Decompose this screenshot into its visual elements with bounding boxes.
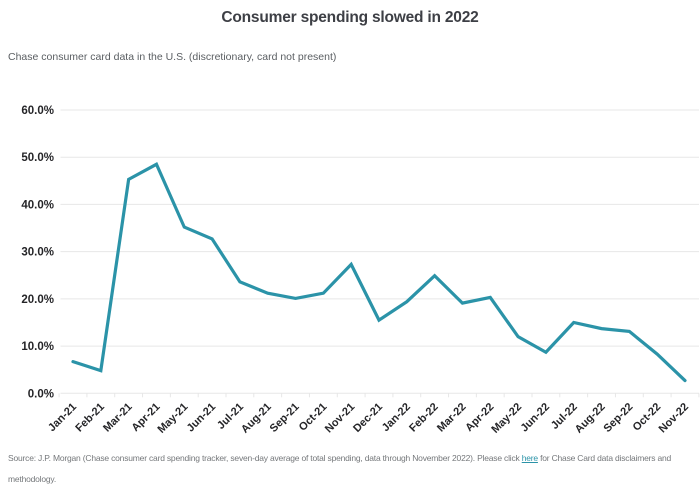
source-note: Source: J.P. Morgan (Chase consumer card… xyxy=(8,448,688,490)
x-axis-tick-label: Dec-21 xyxy=(351,401,385,435)
x-axis-tick-label: Jun-21 xyxy=(185,401,219,435)
disclaimer-link[interactable]: here xyxy=(521,453,538,463)
y-axis-tick-label: 50.0% xyxy=(21,152,54,164)
y-axis-tick-label: 30.0% xyxy=(21,247,54,259)
x-axis-tick-label: Jan-21 xyxy=(46,401,79,434)
line-chart-canvas: 0.0% 10.0% 20.0% 30.0% 40.0% 50.0% 60.0% Jan-21… xyxy=(21,105,700,436)
x-axis-tick-label: Sep-22 xyxy=(601,401,635,435)
y-axis-tick-label: 0.0% xyxy=(28,388,54,400)
page-title: Consumer spending slowed in 2022 xyxy=(221,9,479,26)
source-text-before-link: Source: J.P. Morgan (Chase consumer card… xyxy=(8,453,522,463)
x-axis-tick-label: Mar-21 xyxy=(101,401,135,435)
y-axis-tick-label: 20.0% xyxy=(21,294,54,306)
chart-subtitle: Chase consumer card data in the U.S. (di… xyxy=(8,51,337,63)
x-axis-tick-label: Nov-21 xyxy=(323,401,357,435)
source-text-after-link: for Chase Card data disclaimers and meth… xyxy=(8,453,672,484)
x-axis-tick-label: Feb-21 xyxy=(73,401,107,435)
x-axis-tick-label: May-21 xyxy=(156,401,191,436)
x-axis-tick-label: Sep-21 xyxy=(268,401,302,435)
x-axis-tick-label: Nov-22 xyxy=(657,401,691,435)
x-axis-tick-label: May-22 xyxy=(489,401,524,436)
y-axis-tick-label: 60.0% xyxy=(21,105,54,117)
line-chart: 0.0% 10.0% 20.0% 30.0% 40.0% 50.0% 60.0% Jan-21… xyxy=(0,84,700,464)
y-axis-tick-label: 40.0% xyxy=(21,199,54,211)
x-axis-tick-label: Feb-22 xyxy=(407,401,441,435)
x-axis-tick-label: Jan-22 xyxy=(380,401,413,434)
x-axis-tick-label: Mar-22 xyxy=(435,401,469,435)
x-axis-tick-label: Jun-22 xyxy=(518,401,552,435)
x-axis-tick-label: Aug-22 xyxy=(573,401,608,436)
y-axis-tick-label: 10.0% xyxy=(21,341,54,353)
x-axis-tick-label: Aug-21 xyxy=(239,401,274,436)
spending-line xyxy=(71,162,687,383)
